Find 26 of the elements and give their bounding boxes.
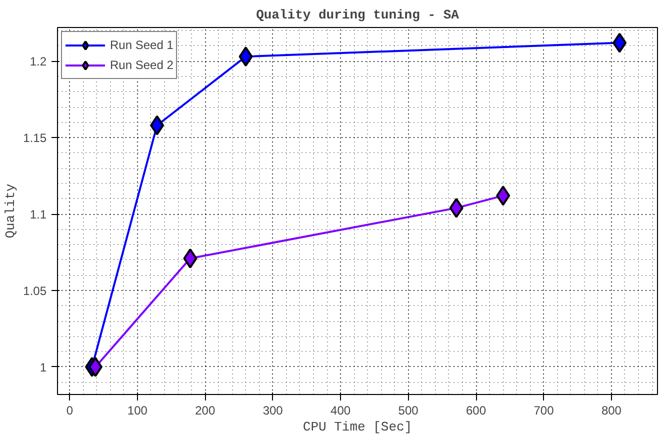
y-tick-label: 1.05 (23, 284, 47, 298)
legend-label: Run Seed 1 (110, 38, 174, 52)
x-tick-label: 0 (66, 404, 74, 418)
point (612, 32, 627, 53)
y-tick-label: 1.15 (23, 131, 47, 146)
y-tick-label: 1.2 (30, 54, 47, 69)
y-axis-title: Quality (3, 183, 18, 238)
y-tick-label: 1.1 (30, 208, 47, 222)
point (238, 46, 253, 67)
x-tick-label: 500 (398, 404, 419, 418)
x-tick-label: 100 (127, 404, 148, 418)
legend-label: Run Seed 2 (110, 58, 174, 72)
point (183, 248, 198, 268)
x-tick-label: 700 (534, 404, 554, 418)
chart-title: Quality during tuning - SA (256, 8, 460, 22)
point (88, 356, 102, 377)
x-tick-label: 800 (601, 404, 622, 418)
x-tick-label: 200 (195, 404, 216, 418)
x-tick-label: 300 (262, 404, 284, 418)
x-tick-label: 600 (466, 404, 486, 418)
point (449, 198, 464, 218)
point (150, 115, 164, 136)
x-axis-title: CPU Time [Sec] (302, 420, 412, 434)
y-tick-label: 1 (40, 360, 47, 374)
x-tick-label: 400 (330, 404, 351, 418)
point (496, 186, 510, 206)
